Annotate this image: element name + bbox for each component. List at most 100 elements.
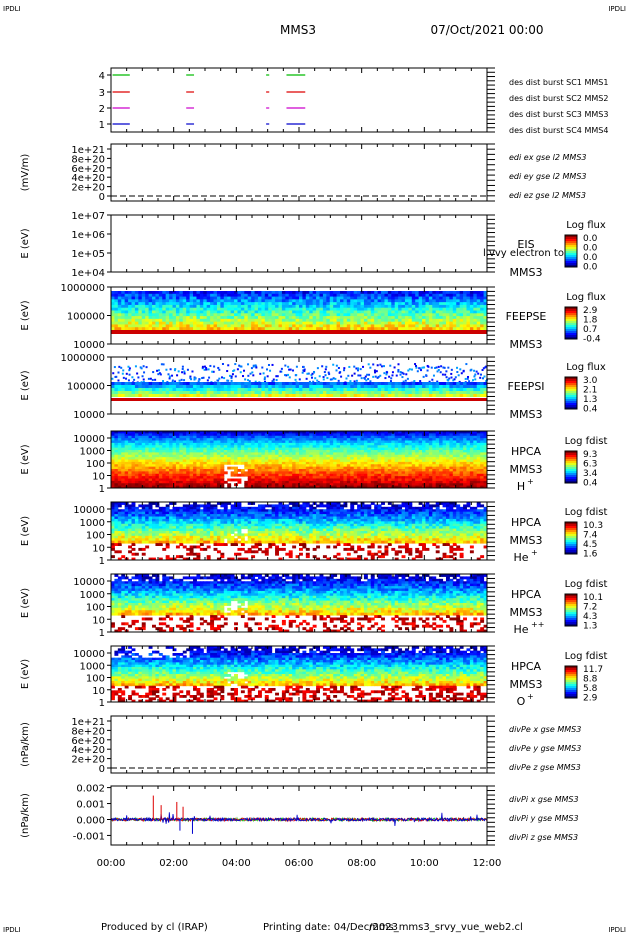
feepsi-colorbar-cell [565, 405, 577, 408]
edi-panel-frame [110, 143, 488, 202]
hpca_o-charge: + [527, 692, 534, 701]
hpca_h-colorbar-cell [565, 473, 577, 476]
hpca_o-ytick-label: 10 [92, 686, 105, 697]
hpca_o-colorbar-cell [565, 666, 577, 669]
eis-colorbar-cell [565, 265, 577, 268]
hpca_h-colorbar-tick: 0.4 [583, 479, 598, 489]
hpca_h-ytick-label: 10000 [73, 434, 105, 445]
feepsi-colorbar-tick: 3.0 [583, 376, 598, 386]
feepsi-colorbar-title: Log flux [566, 362, 606, 373]
feepsi-colorbar-cell [565, 407, 577, 410]
hpca_h-colorbar-tick: 3.4 [583, 469, 598, 479]
divpe-ytick-label: 1e+21 [71, 717, 105, 728]
feepse-colorbar-cell [565, 315, 577, 318]
eis-colorbar-cell [565, 261, 577, 264]
hpca_o-species: O [517, 695, 526, 708]
hpca_h-colorbar-cell [565, 467, 577, 470]
hpca_hepp-spacecraft: MMS3 [510, 606, 543, 619]
hpca_hepp-colorbar-tick: 1.3 [583, 622, 597, 632]
hpca_h-colorbar-cell [565, 469, 577, 472]
hpca_hepp-colorbar-cell [565, 612, 577, 615]
hpca_he-ytick-label: 100 [86, 531, 105, 542]
hpca_o-ylabel: E (eV) [20, 659, 31, 689]
feepse-colorbar-tick: -0.4 [583, 335, 601, 345]
feepsi-ylabel: E (eV) [20, 370, 31, 400]
feepse-ylabel: E (eV) [20, 300, 31, 330]
divpi-ytick-label: 0.001 [76, 800, 105, 811]
burst-legend-entry: des dist burst SC1 MMS1 [509, 78, 608, 87]
divpe-ytick-label: 6e+20 [71, 736, 105, 747]
corner-label-top-left: IPDLI [3, 5, 21, 13]
hpca_he-colorbar-title: Log fdist [565, 507, 608, 518]
hpca_hepp-colorbar-cell [565, 608, 577, 611]
feepsi-colorbar-cell [565, 389, 577, 392]
hpca_h-colorbar-cell [565, 457, 577, 460]
time-axis-label: 02:00 [159, 858, 188, 869]
divpi-ylabel: (nPa/km) [20, 793, 31, 838]
eis-colorbar-tick: 0.0 [583, 253, 598, 263]
hpca_o-spacecraft: MMS3 [510, 678, 543, 691]
divpe-ytick-label: 0 [99, 764, 105, 775]
divpe-legend-entry: divPe z gse MMS3 [509, 763, 581, 772]
feepsi-colorbar-cell [565, 377, 577, 380]
hpca_h-colorbar-frame [564, 450, 578, 484]
feepsi-colorbar-cell [565, 395, 577, 398]
hpca_h-ytick-label: 1000 [80, 447, 105, 458]
hpca_hepp-colorbar-cell [565, 604, 577, 607]
eis-colorbar-cell [565, 241, 577, 244]
eis-colorbar-cell [565, 243, 577, 246]
eis-colorbar-cell [565, 247, 577, 250]
eis-colorbar-cell [565, 251, 577, 254]
edi-ytick-label: 0 [99, 192, 105, 203]
feepse-low-energy-band [111, 330, 487, 334]
burst-ytick-label: 2 [99, 104, 105, 115]
hpca_he-colorbar-cell [565, 538, 577, 541]
feepsi-colorbar-cell [565, 379, 577, 382]
eis-colorbar-cell [565, 237, 577, 240]
hpca_h-colorbar-cell [565, 471, 577, 474]
hpca_h-colorbar-cell [565, 479, 577, 482]
burst-ytick-label: 1 [99, 120, 105, 131]
hpca_o-spectrogram [111, 646, 488, 703]
feepse-spectrogram [111, 291, 488, 334]
hpca_he-spectrogram [111, 502, 488, 561]
eis-ytick-label: 1e+05 [71, 249, 105, 260]
hpca_he-ytick-label: 1000 [80, 518, 105, 529]
hpca_he-colorbar-cell [565, 548, 577, 551]
edi-ytick-label: 1e+21 [71, 145, 105, 156]
edi-legend-entry: edi ex gse l2 MMS3 [509, 153, 587, 162]
feepsi-colorbar-tick: 2.1 [583, 386, 597, 396]
time-axis-label: 10:00 [410, 858, 439, 869]
hpca_o-colorbar-tick: 8.8 [583, 675, 598, 685]
hpca_h-colorbar-tick: 6.3 [583, 460, 597, 470]
time-axis-label: 04:00 [222, 858, 251, 869]
feepse-colorbar-tick: 0.7 [583, 325, 597, 335]
feepsi-colorbar-cell [565, 399, 577, 402]
burst-panel-frame [110, 67, 488, 133]
hpca_o-colorbar-cell [565, 676, 577, 679]
hpca_he-species: He [513, 551, 528, 564]
hpca_o-colorbar-title: Log fdist [565, 651, 608, 662]
header-spacecraft: MMS3 [280, 23, 316, 37]
hpca_h-colorbar-cell [565, 465, 577, 468]
hpca_hepp-colorbar-cell [565, 594, 577, 597]
eis-colorbar-tick: 0.0 [583, 234, 598, 244]
feepsi-colorbar-cell [565, 387, 577, 390]
hpca_hepp-colorbar-cell [565, 606, 577, 609]
feepsi-instrument: FEEPSI [507, 380, 544, 393]
hpca_h-colorbar-cell [565, 451, 577, 454]
edi-ytick-label: 8e+20 [71, 154, 105, 165]
eis-colorbar-cell [565, 235, 577, 238]
hpca_h-spectrogram [111, 431, 488, 489]
feepsi-colorbar-cell [565, 403, 577, 406]
hpca_h-ytick-label: 10 [92, 472, 105, 483]
hpca_hepp-ytick-label: 10000 [73, 577, 105, 588]
hpca_hepp-colorbar-cell [565, 610, 577, 613]
hpca_he-colorbar-tick: 1.6 [583, 550, 598, 560]
hpca_he-colorbar-cell [565, 534, 577, 537]
eis-colorbar-cell [565, 255, 577, 258]
hpca_he-colorbar-cell [565, 522, 577, 525]
eis-colorbar-cell [565, 239, 577, 242]
hpca_he-colorbar-cell [565, 528, 577, 531]
feepse-colorbar-cell [565, 313, 577, 316]
